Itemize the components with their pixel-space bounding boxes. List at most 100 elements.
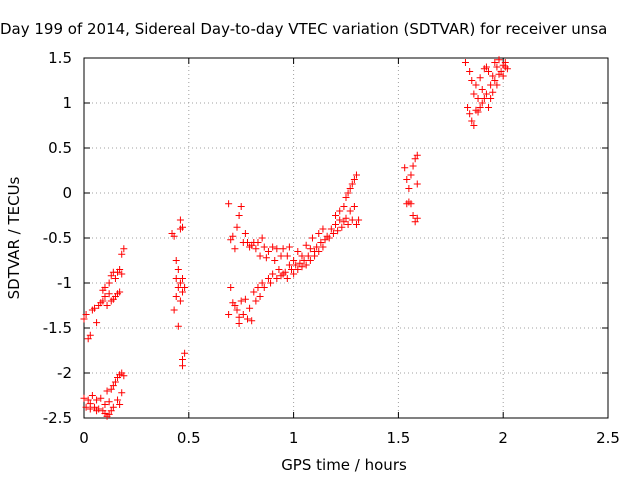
data-point	[273, 245, 281, 253]
data-point	[480, 95, 488, 102]
data-point	[482, 63, 490, 71]
data-point	[348, 216, 356, 224]
data-point	[478, 99, 486, 107]
data-point	[401, 164, 409, 172]
data-point	[95, 405, 103, 413]
data-point	[170, 306, 178, 314]
data-point	[275, 266, 283, 273]
plot-frame	[83, 57, 609, 419]
data-point	[308, 234, 316, 242]
data-point	[248, 317, 256, 325]
data-point	[88, 392, 96, 399]
data-point	[405, 185, 413, 192]
data-point	[235, 313, 243, 321]
data-point	[256, 252, 264, 260]
data-point	[315, 230, 323, 237]
x-axis-label: GPS time / hours	[281, 456, 407, 474]
data-point	[461, 59, 469, 66]
data-point	[260, 284, 268, 291]
data-point	[254, 284, 262, 291]
data-point	[346, 185, 354, 192]
data-point	[239, 311, 247, 318]
data-point	[233, 306, 241, 314]
data-point	[336, 216, 344, 224]
data-point	[174, 266, 182, 273]
data-point	[313, 243, 321, 251]
data-point	[491, 77, 499, 84]
data-point	[246, 304, 254, 312]
data-point	[411, 155, 419, 163]
data-point	[464, 104, 472, 111]
data-point	[260, 243, 268, 251]
data-point	[350, 203, 358, 210]
data-point	[407, 200, 415, 208]
data-point	[352, 171, 360, 179]
data-point	[277, 252, 285, 260]
data-point	[174, 284, 182, 291]
data-point	[344, 189, 352, 197]
data-point	[93, 319, 101, 327]
data-point	[474, 108, 482, 116]
data-point	[90, 403, 98, 411]
data-point	[338, 223, 346, 231]
data-point	[107, 407, 115, 415]
data-point	[237, 297, 245, 305]
y-axis-label: SDTVAR / TECUs	[5, 176, 23, 299]
data-point	[340, 203, 348, 210]
data-point	[342, 194, 350, 201]
data-point	[487, 95, 495, 102]
data-point	[269, 270, 277, 278]
data-point	[304, 252, 312, 260]
data-point	[105, 410, 113, 418]
data-point	[300, 257, 308, 264]
data-point	[254, 239, 262, 246]
data-point	[336, 207, 344, 215]
y-tick-label: 1.5	[48, 49, 72, 67]
data-point	[470, 90, 478, 98]
data-point	[103, 387, 111, 395]
data-point	[290, 270, 298, 278]
y-tick-label: 0	[62, 184, 72, 202]
data-point	[101, 284, 109, 291]
data-point	[256, 293, 264, 300]
data-point	[179, 362, 187, 370]
x-tick-label: 1	[289, 429, 299, 447]
y-tick-label: -0.5	[43, 229, 72, 247]
data-point	[111, 378, 119, 386]
data-point	[319, 243, 327, 251]
data-point	[267, 279, 275, 287]
data-point	[97, 394, 105, 402]
data-point	[227, 284, 235, 291]
data-point	[332, 221, 340, 228]
data-point	[294, 248, 302, 255]
data-point	[176, 216, 184, 224]
data-point	[237, 203, 245, 210]
data-point	[474, 95, 482, 102]
data-point	[181, 284, 189, 291]
data-point	[227, 236, 235, 244]
data-point	[241, 295, 249, 303]
data-point	[252, 297, 260, 305]
data-point	[93, 396, 101, 404]
data-point	[252, 245, 260, 253]
data-point	[409, 162, 417, 170]
data-point	[493, 81, 501, 89]
data-point	[485, 68, 493, 75]
data-point	[298, 252, 306, 260]
chart-title: Day 199 of 2014, Sidereal Day-to-day VTE…	[0, 20, 608, 38]
data-point	[231, 245, 239, 253]
data-point	[264, 275, 272, 282]
data-point	[327, 225, 335, 233]
data-point	[84, 396, 92, 404]
data-point	[86, 400, 94, 408]
data-point	[225, 200, 233, 208]
data-point	[179, 223, 187, 231]
data-point	[258, 279, 266, 287]
data-point	[170, 232, 178, 240]
data-point	[476, 74, 484, 82]
data-point	[296, 259, 304, 267]
data-point	[179, 356, 187, 363]
data-point	[485, 104, 493, 111]
data-point	[231, 302, 239, 309]
